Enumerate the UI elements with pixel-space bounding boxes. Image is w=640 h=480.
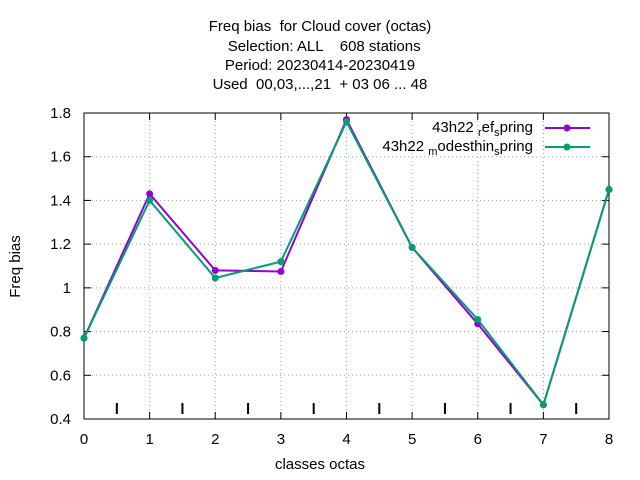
x-tick-label-0: 0 — [80, 431, 88, 448]
series-1-point-4 — [343, 118, 350, 126]
series-1-point-5 — [408, 243, 416, 251]
y-tick-label-3: 1 — [63, 280, 71, 297]
y-tick-label-0: 0.4 — [50, 411, 71, 428]
x-tick-label-7: 7 — [539, 431, 547, 448]
y-tick-label-5: 1.4 — [50, 192, 71, 209]
series-1-point-8 — [605, 186, 613, 193]
series-1-point-6 — [474, 316, 482, 324]
series-1-point-1 — [146, 196, 154, 204]
series-1-point-0 — [80, 334, 88, 342]
title-line-4: Used 00,03,...,21 + 03 06 ... 48 — [212, 76, 428, 93]
series-1-point-3 — [277, 258, 285, 266]
title-line-2: Selection: ALL 608 stations — [219, 38, 421, 55]
x-tick-label-2: 2 — [211, 431, 219, 448]
plot-border — [83, 112, 610, 420]
title-line-1: Freq bias for Cloud cover (octas) — [208, 18, 432, 35]
legend-label-ref-spring: 43h22 refspring — [432, 119, 533, 139]
series-0-point-3 — [277, 267, 285, 275]
legend-sample-marker-0 — [563, 124, 571, 132]
series-1-point-7 — [539, 401, 547, 409]
x-tick-label-5: 5 — [408, 431, 416, 448]
y-tick-label-4: 1.2 — [50, 236, 71, 253]
legend-label-modesthin-spring: 43h22 modesthinspring — [382, 138, 533, 158]
x-tick-label-1: 1 — [145, 431, 153, 448]
y-tick-label-2: 0.8 — [50, 324, 71, 341]
y-tick-label-6: 1.6 — [50, 149, 71, 166]
x-tick-label-3: 3 — [277, 431, 285, 448]
x-tick-label-8: 8 — [605, 431, 613, 448]
y-tick-label-7: 1.8 — [50, 105, 71, 122]
series-1-point-2 — [211, 274, 219, 282]
x-tick-label-6: 6 — [474, 431, 482, 448]
series-0-point-1 — [146, 190, 154, 198]
y-axis-label: Freq bias — [6, 235, 24, 298]
series-0-point-2 — [211, 266, 219, 274]
x-tick-label-4: 4 — [342, 431, 350, 448]
y-tick-label-1: 0.6 — [50, 367, 71, 384]
title-line-3: Period: 20230414-20230419 — [224, 57, 416, 74]
x-axis-label: classes octas — [274, 456, 366, 473]
legend-sample-marker-1 — [563, 143, 571, 151]
series-line-1 — [83, 119, 610, 407]
series-line-0 — [83, 117, 610, 407]
